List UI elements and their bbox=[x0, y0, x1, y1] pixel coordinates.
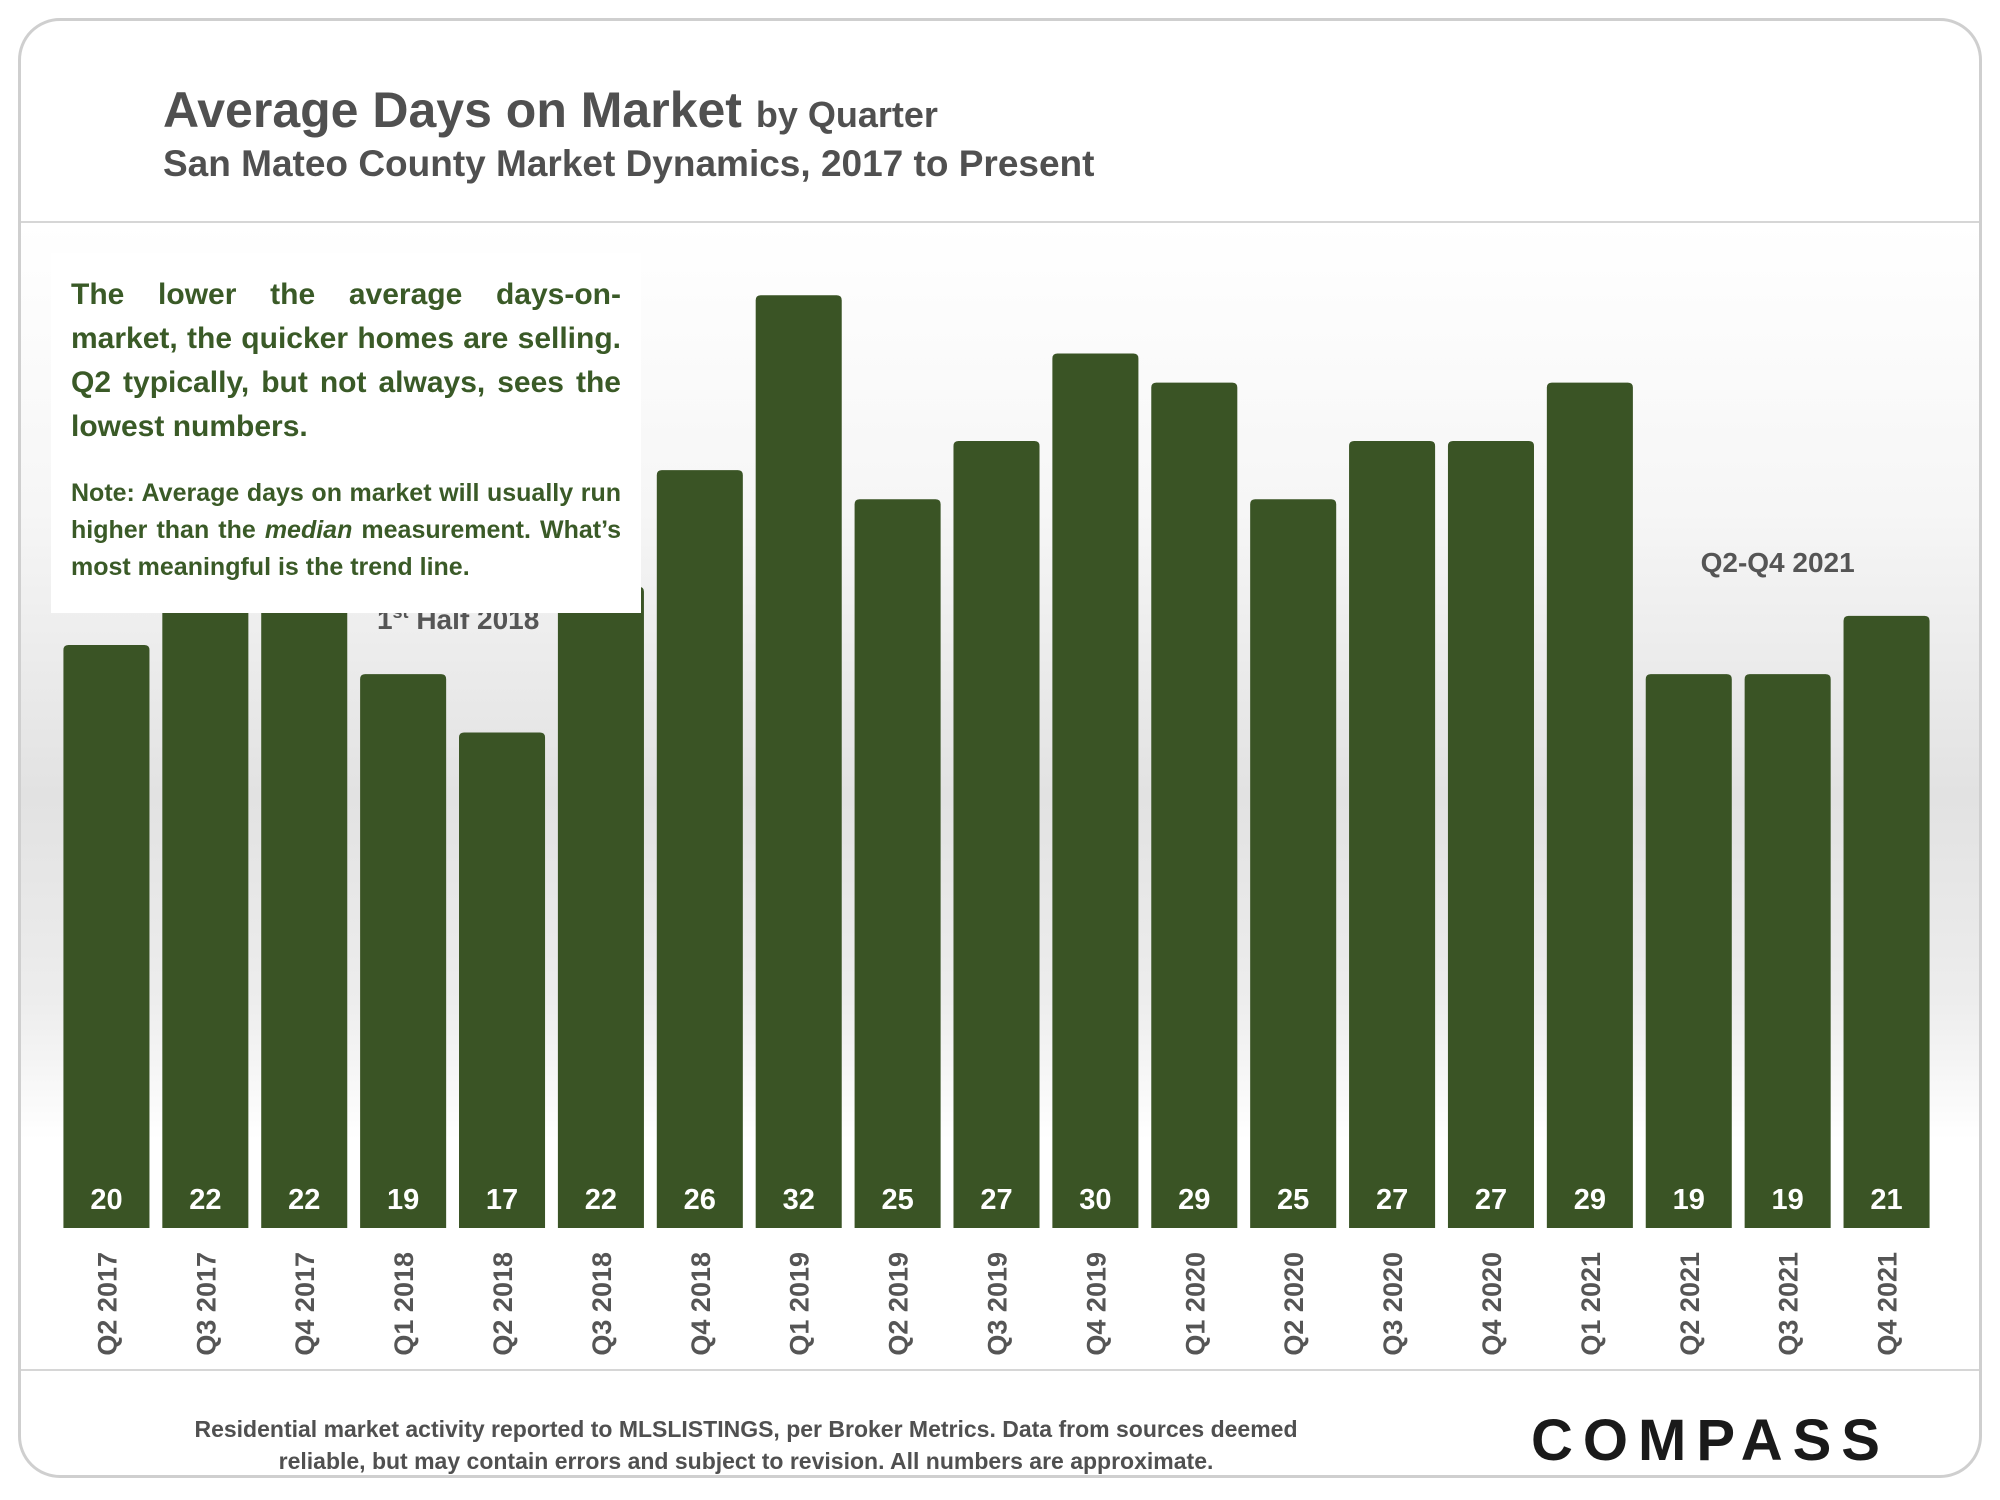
bar-chart: 20 Q2 2017 22 Q3 2017 22 Q4 2017 19 Q1 2018 17 Q2… bbox=[63, 295, 1930, 1356]
x-tick-label: Q1 2020 bbox=[1180, 1252, 1210, 1356]
info-note: Note: Average days on market will usuall… bbox=[71, 475, 621, 586]
data-label: 27 bbox=[980, 1184, 1012, 1216]
chart-card: Average Days on Market by Quarter San Ma… bbox=[18, 18, 1982, 1478]
bar bbox=[63, 645, 150, 1228]
bar bbox=[162, 586, 249, 1228]
chart-header: Average Days on Market by Quarter San Ma… bbox=[21, 21, 1979, 221]
data-label: 19 bbox=[1673, 1184, 1705, 1216]
bar bbox=[854, 499, 941, 1228]
x-tick-label: Q2 2019 bbox=[884, 1252, 914, 1356]
x-tick-label: Q3 2017 bbox=[191, 1252, 221, 1356]
data-label: 20 bbox=[90, 1184, 122, 1216]
chart-title-suffix: by Quarter bbox=[755, 94, 938, 135]
data-label: 26 bbox=[684, 1184, 716, 1216]
data-label: 27 bbox=[1475, 1184, 1507, 1216]
x-tick-label: Q3 2019 bbox=[983, 1252, 1013, 1356]
bar bbox=[360, 674, 447, 1228]
bar bbox=[1349, 440, 1436, 1228]
x-tick-label: Q4 2019 bbox=[1081, 1252, 1111, 1356]
data-label: 32 bbox=[783, 1184, 815, 1216]
bar bbox=[459, 732, 546, 1228]
plot-area: 20 Q2 2017 22 Q3 2017 22 Q4 2017 19 Q1 2018 17 Q2… bbox=[21, 221, 1979, 1371]
info-note-emphasis: median bbox=[264, 516, 353, 544]
info-box: The lower the average days-on-market, th… bbox=[51, 253, 641, 613]
x-tick-label: Q1 2018 bbox=[389, 1252, 419, 1356]
chart-subtitle: San Mateo County Market Dynamics, 2017 t… bbox=[163, 143, 1095, 184]
info-note-text: Note: Average days on market will usuall… bbox=[71, 479, 621, 544]
x-tick-label: Q2 2020 bbox=[1279, 1252, 1309, 1356]
bar bbox=[656, 470, 743, 1229]
bar bbox=[755, 295, 842, 1228]
data-label: 19 bbox=[387, 1184, 419, 1216]
data-label: 29 bbox=[1178, 1184, 1210, 1216]
x-tick-label: Q4 2021 bbox=[1873, 1252, 1903, 1356]
bar bbox=[1250, 499, 1337, 1228]
data-label: 22 bbox=[585, 1184, 617, 1216]
x-tick-label: Q3 2018 bbox=[587, 1252, 617, 1356]
data-label: 30 bbox=[1079, 1184, 1111, 1216]
data-label: 27 bbox=[1376, 1184, 1408, 1216]
bar bbox=[1151, 382, 1238, 1228]
data-label: 22 bbox=[288, 1184, 320, 1216]
annotation-q2-q4-2021: Q2-Q4 2021 bbox=[1701, 547, 1855, 578]
bar bbox=[557, 586, 644, 1228]
info-main-text: The lower the average days-on-market, th… bbox=[71, 278, 621, 443]
data-label: 29 bbox=[1574, 1184, 1606, 1216]
x-tick-label: Q1 2021 bbox=[1576, 1252, 1606, 1356]
x-tick-label: Q4 2017 bbox=[290, 1252, 320, 1356]
bar bbox=[1645, 674, 1732, 1228]
data-label: 17 bbox=[486, 1184, 518, 1216]
x-tick-label: Q3 2020 bbox=[1378, 1252, 1408, 1356]
x-tick-label: Q4 2018 bbox=[686, 1252, 716, 1356]
bar bbox=[1447, 440, 1534, 1228]
data-label: 25 bbox=[881, 1184, 913, 1216]
data-label: 19 bbox=[1772, 1184, 1804, 1216]
bar bbox=[953, 440, 1040, 1228]
data-label: 25 bbox=[1277, 1184, 1309, 1216]
chart-footer: Residential market activity reported to … bbox=[21, 1371, 1979, 1475]
bar bbox=[1843, 615, 1930, 1228]
x-tick-label: Q4 2020 bbox=[1477, 1252, 1507, 1356]
bar bbox=[1546, 382, 1633, 1228]
data-label: 22 bbox=[189, 1184, 221, 1216]
x-tick-label: Q2 2017 bbox=[92, 1252, 122, 1356]
compass-logo: COMPASS bbox=[1531, 1408, 1890, 1473]
x-tick-label: Q3 2021 bbox=[1774, 1252, 1804, 1356]
bar bbox=[261, 586, 348, 1228]
chart-title: Average Days on Market by Quarter bbox=[163, 81, 938, 139]
chart-title-main: Average Days on Market bbox=[163, 82, 742, 138]
source-footnote: Residential market activity reported to … bbox=[194, 1416, 1298, 1474]
x-tick-label: Q2 2018 bbox=[488, 1252, 518, 1356]
x-tick-label: Q1 2019 bbox=[785, 1252, 815, 1356]
bar bbox=[1052, 353, 1139, 1228]
x-tick-label: Q2 2021 bbox=[1675, 1252, 1705, 1356]
info-note-text-end: measurement. What’s most meaningful is t… bbox=[71, 516, 622, 581]
bar bbox=[1744, 674, 1831, 1228]
data-label: 21 bbox=[1870, 1184, 1902, 1216]
